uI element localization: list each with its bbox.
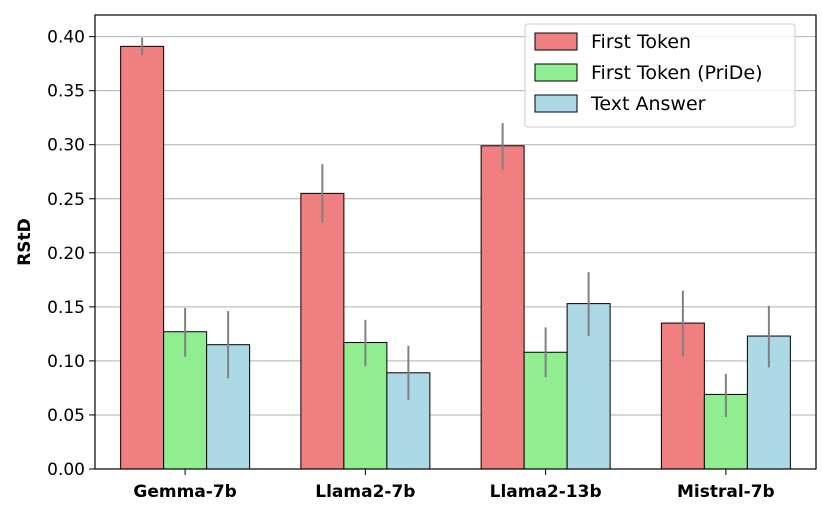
- y-tick-label: 0.20: [47, 244, 85, 264]
- x-tick-label: Gemma-7b: [133, 482, 236, 502]
- y-tick-label: 0.40: [47, 28, 85, 48]
- legend-swatch: [534, 32, 578, 51]
- x-tick-label: Llama2-7b: [315, 482, 415, 502]
- y-tick-label: 0.00: [47, 460, 85, 480]
- plot-frame: [94, 14, 817, 470]
- bar: [480, 145, 525, 470]
- x-tick-label: Llama2-13b: [490, 482, 602, 502]
- y-tick-label: 0.05: [47, 406, 85, 426]
- legend-label: Text Answer: [590, 93, 706, 115]
- error-bars: [141, 37, 770, 418]
- bar: [120, 45, 165, 470]
- y-tick-label: 0.15: [47, 298, 85, 318]
- legend-label: First Token (PriDe): [591, 62, 762, 84]
- legend: First Token First Token (PriDe) Text Answe…: [524, 23, 796, 128]
- y-axis-label: RStD: [15, 218, 35, 266]
- legend-swatch: [534, 63, 578, 82]
- x-tick-label: Mistral-7b: [677, 482, 775, 502]
- y-tick-label: 0.10: [47, 352, 85, 372]
- bar: [746, 335, 791, 470]
- y-tick-label: 0.35: [47, 82, 85, 102]
- bar: [300, 192, 345, 470]
- legend-label: First Token: [591, 31, 691, 53]
- legend-swatch: [534, 94, 578, 113]
- legend-box: [524, 23, 796, 128]
- y-tick-label: 0.25: [47, 190, 85, 210]
- y-tick-label: 0.30: [47, 136, 85, 156]
- y-axis: 0.00 0.05 0.10 0.15 0.20 0.25 0.30 0.35 0.40: [47, 28, 95, 480]
- x-axis: Gemma-7b Llama2-7b Llama2-13b Mistral-7b: [133, 469, 775, 502]
